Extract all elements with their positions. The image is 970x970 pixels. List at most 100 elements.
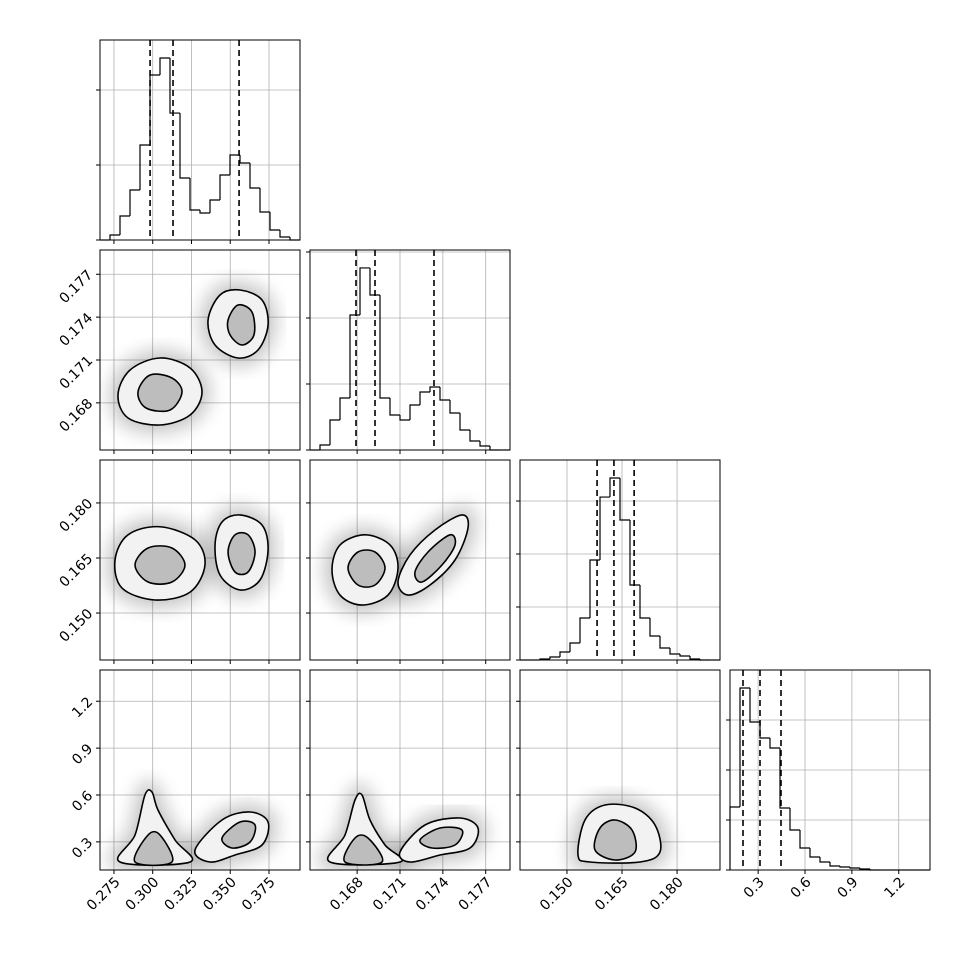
contour-inner <box>343 834 384 866</box>
x-tick-label: 0.171 <box>370 874 410 914</box>
x-tick-label: 0.3 <box>741 874 768 901</box>
x-tick-label: 0.375 <box>239 874 279 914</box>
contour-outer <box>117 789 194 866</box>
hist-bin <box>559 651 570 657</box>
hist-bin <box>489 445 500 451</box>
density <box>564 791 674 870</box>
hist-bin <box>829 862 840 867</box>
hist-bin <box>389 397 400 416</box>
hist-bin <box>689 656 700 660</box>
contour-inner <box>133 830 174 867</box>
panel-frame <box>99 459 301 661</box>
contour-inner <box>137 373 183 413</box>
hist-bin <box>479 441 490 447</box>
y-tick-label: 0.174 <box>57 310 97 350</box>
y-tick-label: 0.150 <box>57 606 97 646</box>
hist-bin <box>189 177 200 211</box>
contour-inner <box>419 826 464 850</box>
hist-bin <box>629 519 640 586</box>
x-tick-label: 0.6 <box>788 874 815 901</box>
hist-bin <box>749 688 760 723</box>
hist-bin <box>259 188 270 213</box>
hist-bin <box>819 857 830 863</box>
x-tick-label: 0.9 <box>834 874 861 901</box>
x-tick-label: 0.180 <box>647 874 687 914</box>
hist-bin <box>379 295 390 399</box>
hist-bin <box>649 618 660 637</box>
hist-bin <box>249 162 260 189</box>
contour-inner <box>221 820 257 849</box>
hist-bin <box>409 404 420 420</box>
density <box>104 276 282 439</box>
density <box>318 501 482 619</box>
density <box>104 776 282 870</box>
hist-bin <box>459 412 470 431</box>
hist-bin <box>799 830 810 849</box>
hist-bin <box>339 397 350 420</box>
hist-bin <box>369 267 380 296</box>
hist-bin <box>549 656 560 659</box>
hist-bin <box>439 386 450 401</box>
x-tick-label: 0.165 <box>592 874 632 914</box>
hist-bin <box>239 155 250 164</box>
hist-bin <box>229 154 240 175</box>
hist-bin <box>329 419 340 445</box>
panel-frame <box>519 669 721 871</box>
panel-frame <box>309 459 511 661</box>
hist-bin <box>849 867 860 869</box>
hist-bin <box>349 314 360 398</box>
hist-bin <box>109 234 120 240</box>
x-tick-label: 0.275 <box>84 874 124 914</box>
contour-inner <box>414 533 457 583</box>
hist-bin <box>199 210 210 214</box>
x-tick-label: 0.350 <box>200 874 240 914</box>
hist-bin <box>359 267 370 316</box>
hist-bin <box>209 199 220 214</box>
hist-bin <box>729 806 740 870</box>
contour-outer <box>327 792 404 866</box>
contour-inner <box>134 545 186 585</box>
y-tick-label: 0.6 <box>69 788 96 815</box>
hist-bin <box>599 496 610 560</box>
y-tick-label: 0.3 <box>69 835 96 862</box>
hist-bin <box>589 559 600 619</box>
y-tick-label: 1.2 <box>69 694 96 721</box>
hist-bin <box>809 848 820 858</box>
hist-bin <box>839 866 850 868</box>
hist-bin <box>159 57 170 76</box>
hist-bin <box>639 585 650 619</box>
hist-bin <box>759 722 770 739</box>
contour-inner <box>226 303 256 346</box>
hist-bin <box>419 391 430 405</box>
hist-bin <box>449 399 460 414</box>
x-tick-label: 0.174 <box>413 874 453 914</box>
hist-bin <box>219 174 230 201</box>
contour-inner <box>593 819 638 861</box>
hist-bin <box>169 57 180 114</box>
x-tick-label: 0.150 <box>537 874 577 914</box>
hist-bin <box>619 478 630 521</box>
panel-frame <box>99 249 301 451</box>
hist-bin <box>429 386 440 392</box>
hist-bin <box>659 635 670 649</box>
y-tick-label: 0.177 <box>57 267 97 307</box>
hist-bin <box>669 648 680 655</box>
panel-frame <box>729 669 931 871</box>
panel-frame <box>519 459 721 661</box>
x-tick-label: 1.2 <box>881 874 908 901</box>
hist-bin <box>469 430 480 442</box>
hist-bin <box>319 444 330 450</box>
panel-frame <box>99 39 301 241</box>
hist-bin <box>119 215 130 235</box>
panel-frame <box>99 669 301 871</box>
y-tick-label: 0.180 <box>57 496 97 536</box>
x-tick-label: 0.325 <box>161 874 201 914</box>
hist-bin <box>679 654 690 657</box>
panel-frame <box>309 249 511 451</box>
hist-bin <box>149 74 160 145</box>
hist-bin <box>789 808 800 831</box>
hist-bin <box>609 477 620 498</box>
hist-bin <box>779 748 790 809</box>
contour-inner <box>227 531 256 576</box>
hist-bin <box>399 415 410 421</box>
